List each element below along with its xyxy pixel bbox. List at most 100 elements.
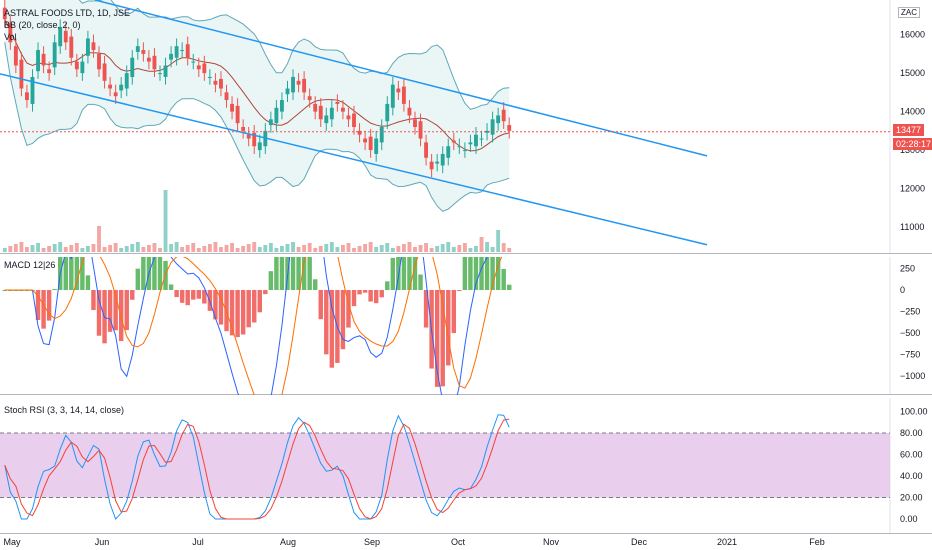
candle-body bbox=[158, 73, 162, 75]
volume-bar bbox=[191, 243, 196, 252]
candle-body bbox=[329, 107, 334, 120]
volume-bar bbox=[52, 244, 57, 252]
candle-body bbox=[396, 88, 401, 93]
candle-body bbox=[141, 50, 146, 54]
candle-body bbox=[91, 42, 96, 51]
macd-histogram-bar bbox=[301, 257, 307, 290]
time-axis-svg[interactable]: May Jun Jul Aug Sep Oct Nov Dec 2021 Feb bbox=[0, 533, 932, 550]
macd-histogram-bar bbox=[263, 290, 268, 295]
candle-body bbox=[274, 107, 279, 124]
volume-bar bbox=[379, 245, 384, 252]
volume-bar bbox=[41, 248, 46, 252]
macd-pane[interactable]: 250 0 −250 −500 −750 −1000 MACD 12|26 bbox=[0, 257, 932, 395]
volume-bar bbox=[91, 244, 96, 252]
price-tick-label: 15000 bbox=[900, 68, 925, 78]
candle-body bbox=[174, 46, 179, 58]
bb-legend[interactable]: BB (20, close, 2, 0) bbox=[4, 20, 81, 30]
volume-bar bbox=[390, 248, 395, 252]
macd-chart[interactable]: 250 0 −250 −500 −750 −1000 bbox=[0, 257, 932, 395]
macd-histogram-bar bbox=[407, 257, 412, 290]
channel-lower-line bbox=[0, 73, 708, 246]
candle-body bbox=[119, 84, 124, 91]
candle-body bbox=[13, 46, 18, 66]
price-chart[interactable]: 11000 12000 13000 14000 15000 16000 bbox=[0, 0, 932, 254]
time-tick-label: Oct bbox=[451, 537, 466, 547]
volume-bar bbox=[196, 248, 201, 252]
macd-histogram-bar bbox=[74, 257, 80, 290]
macd-histogram-bar bbox=[130, 290, 135, 300]
volume-bar bbox=[263, 245, 268, 252]
stoch-d-line bbox=[4, 418, 510, 520]
volume-bar bbox=[8, 246, 13, 252]
candle-body bbox=[252, 132, 257, 147]
volume-bar bbox=[36, 243, 40, 252]
candle-body bbox=[196, 65, 201, 70]
stoch-rsi-legend[interactable]: Stoch RSI (3, 3, 14, 14, close) bbox=[4, 405, 125, 415]
stoch-rsi-pane[interactable]: 100.00 80.00 60.00 40.00 20.00 0.00 Stoch RSI… bbox=[0, 398, 932, 533]
macd-histogram-bar bbox=[135, 268, 141, 290]
macd-histogram-bar bbox=[446, 290, 451, 366]
macd-histogram-bar bbox=[124, 290, 129, 331]
macd-histogram-bar bbox=[246, 290, 251, 328]
macd-tick-label: −500 bbox=[900, 328, 920, 338]
volume-bar bbox=[446, 242, 451, 252]
candle-body bbox=[235, 105, 240, 124]
candle-body bbox=[357, 130, 362, 135]
time-tick-label: Sep bbox=[364, 537, 380, 547]
volume-bar bbox=[213, 242, 218, 252]
candle-body bbox=[80, 61, 85, 74]
time-axis[interactable]: May Jun Jul Aug Sep Oct Nov Dec 2021 Feb bbox=[0, 533, 932, 550]
macd-histogram-bar bbox=[257, 290, 262, 313]
macd-histogram-bar bbox=[307, 257, 312, 290]
macd-histogram-bar bbox=[346, 290, 351, 328]
price-pane[interactable]: 11000 12000 13000 14000 15000 16000 ASTRAL FO… bbox=[0, 0, 932, 254]
macd-histogram-bar bbox=[385, 281, 390, 290]
macd-histogram-bar bbox=[35, 290, 41, 321]
volume-bar bbox=[335, 247, 340, 252]
volume-bar bbox=[152, 243, 157, 252]
volume-bar bbox=[374, 247, 379, 252]
candle-body bbox=[307, 96, 312, 101]
volume-bar bbox=[407, 242, 412, 252]
volume-bar bbox=[435, 246, 440, 252]
candle-body bbox=[318, 105, 323, 120]
time-tick-label: Dec bbox=[631, 537, 648, 547]
time-tick-label: May bbox=[3, 537, 21, 547]
time-tick-label: Jun bbox=[95, 537, 110, 547]
macd-histogram-bar bbox=[107, 290, 113, 332]
volume-bar bbox=[424, 243, 429, 252]
candle-body bbox=[58, 26, 63, 47]
candle-body bbox=[41, 53, 46, 66]
vol-legend[interactable]: Vol bbox=[4, 32, 17, 42]
macd-histogram-bar bbox=[91, 290, 96, 311]
macd-histogram-bar bbox=[69, 257, 74, 290]
volume-bar bbox=[113, 243, 118, 252]
volume-bar bbox=[401, 244, 406, 252]
candle-body bbox=[124, 73, 129, 89]
volume-bar bbox=[396, 246, 401, 252]
rsi-tick-label: 60.00 bbox=[900, 450, 923, 460]
macd-histogram-bar bbox=[168, 284, 174, 290]
volume-bar bbox=[291, 242, 295, 252]
candle-body bbox=[2, 7, 7, 20]
macd-histogram-bar bbox=[141, 257, 146, 290]
macd-histogram-bar bbox=[351, 290, 357, 307]
volume-bar bbox=[451, 247, 456, 252]
candle-body bbox=[280, 100, 284, 112]
last-price-tag: 13477 bbox=[893, 124, 925, 136]
candle-body bbox=[85, 38, 90, 56]
volume-bar bbox=[496, 230, 501, 252]
candle-body bbox=[36, 50, 40, 72]
symbol-title[interactable]: ASTRAL FOODS LTD, 1D, JSE bbox=[4, 8, 131, 18]
candle-body bbox=[52, 42, 57, 68]
macd-tick-label: −250 bbox=[900, 307, 920, 317]
stoch-rsi-chart[interactable]: 100.00 80.00 60.00 40.00 20.00 0.00 bbox=[0, 398, 932, 533]
volume-bar bbox=[340, 245, 345, 252]
time-tick-label: Aug bbox=[280, 537, 296, 547]
macd-legend[interactable]: MACD 12|26 bbox=[4, 260, 56, 270]
volume-bar bbox=[440, 244, 445, 252]
macd-histogram-bar bbox=[218, 290, 224, 325]
volume-bar bbox=[257, 247, 262, 252]
candle-body bbox=[479, 138, 484, 140]
macd-histogram-bar bbox=[229, 290, 235, 336]
